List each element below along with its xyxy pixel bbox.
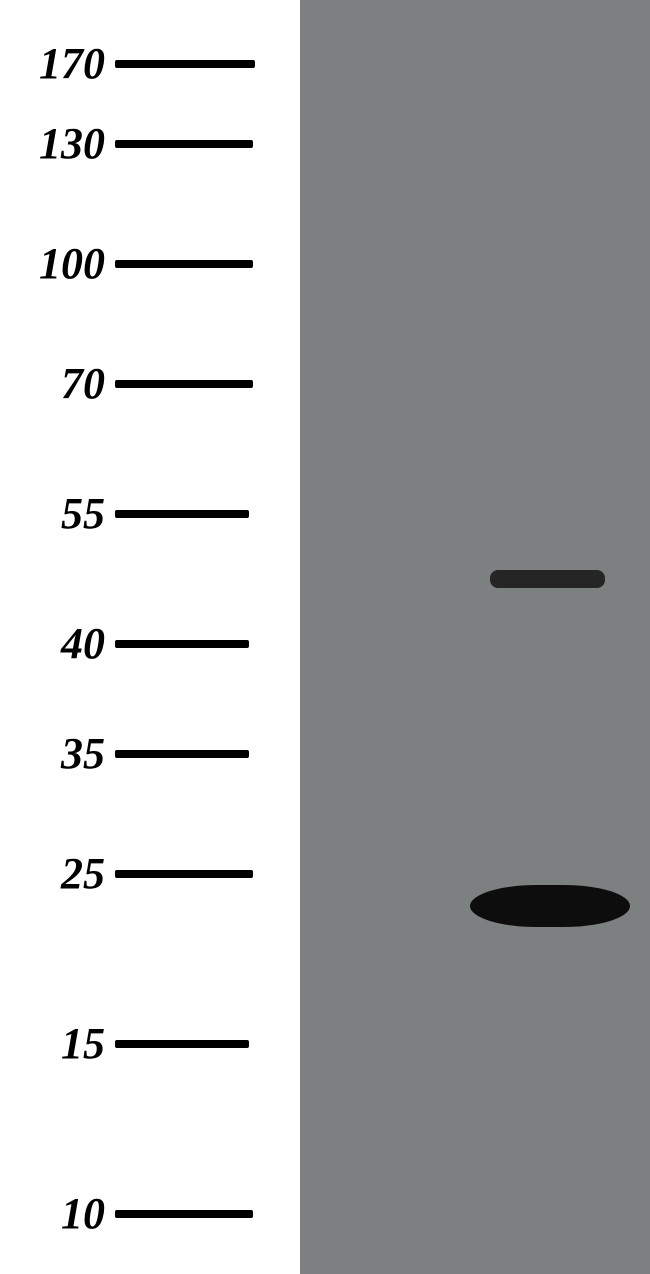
marker-tick: [115, 640, 249, 648]
marker-row: 25: [0, 848, 300, 899]
western-blot: [300, 0, 650, 1274]
marker-tick: [115, 140, 253, 148]
marker-tick: [115, 60, 255, 68]
marker-row: 100: [0, 238, 300, 289]
protein-band: [490, 570, 605, 588]
blot-lane: [460, 0, 650, 1274]
marker-tick: [115, 260, 253, 268]
marker-tick: [115, 870, 253, 878]
marker-row: 15: [0, 1018, 300, 1069]
marker-tick: [115, 1210, 253, 1218]
protein-band: [470, 885, 630, 927]
marker-row: 130: [0, 118, 300, 169]
marker-row: 55: [0, 488, 300, 539]
marker-row: 35: [0, 728, 300, 779]
marker-row: 70: [0, 358, 300, 409]
marker-tick: [115, 380, 253, 388]
marker-label: 10: [0, 1188, 115, 1239]
marker-label: 130: [0, 118, 115, 169]
marker-row: 170: [0, 38, 300, 89]
marker-row: 10: [0, 1188, 300, 1239]
marker-label: 25: [0, 848, 115, 899]
molecular-weight-ladder: 170 130 100 70 55 40 35 25 15 10: [0, 0, 300, 1274]
marker-label: 100: [0, 238, 115, 289]
marker-label: 15: [0, 1018, 115, 1069]
marker-tick: [115, 750, 249, 758]
marker-label: 40: [0, 618, 115, 669]
marker-label: 70: [0, 358, 115, 409]
blot-lane: [300, 0, 460, 1274]
marker-row: 40: [0, 618, 300, 669]
marker-tick: [115, 1040, 249, 1048]
marker-label: 55: [0, 488, 115, 539]
marker-label: 170: [0, 38, 115, 89]
marker-tick: [115, 510, 249, 518]
marker-label: 35: [0, 728, 115, 779]
